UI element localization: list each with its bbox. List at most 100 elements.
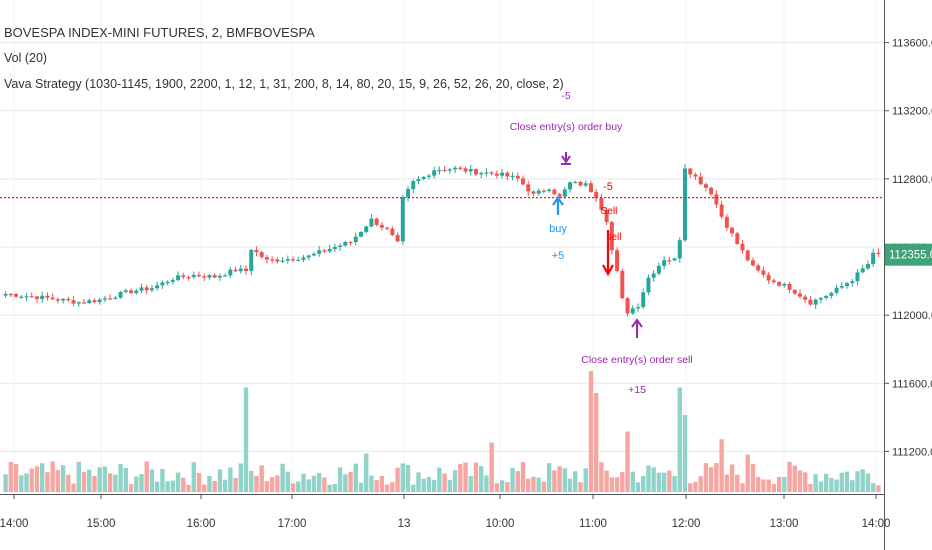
candle-body: [160, 282, 165, 286]
volume-bar: [107, 473, 113, 492]
buy-arrow: [552, 196, 564, 215]
candle-body: [139, 287, 144, 291]
candle-body: [296, 259, 301, 262]
trade-annotation: Sell: [601, 206, 618, 217]
candle-body: [291, 259, 296, 261]
volume-bar: [280, 463, 285, 492]
candle-body: [118, 292, 123, 298]
candle-body: [667, 260, 672, 262]
volume-bar: [243, 387, 249, 492]
volume-bar: [708, 467, 714, 492]
candle-body: [40, 295, 45, 300]
candle-body: [813, 299, 818, 305]
volume-bar: [337, 467, 343, 492]
volume-bar: [688, 483, 693, 492]
candle-body: [860, 268, 865, 273]
volume-bar: [641, 475, 646, 492]
candle-body: [76, 302, 81, 304]
candle-body: [254, 249, 259, 253]
volume-bar: [154, 481, 160, 492]
volume-bar: [275, 475, 280, 492]
volume-bar: [384, 484, 390, 492]
candle-body: [202, 276, 207, 278]
volume-bar: [431, 479, 437, 492]
candle-body: [604, 209, 609, 223]
candle-body: [238, 268, 243, 272]
volume-bar: [81, 471, 87, 492]
candle-body: [447, 169, 452, 171]
volume-bar: [259, 465, 264, 492]
volume-bar: [306, 479, 311, 492]
candle-body: [92, 300, 97, 303]
volume-bar: [870, 483, 876, 492]
time-tick-label: 15:00: [87, 518, 116, 530]
volume-bar: [144, 461, 149, 492]
volume-bar: [682, 415, 688, 492]
candle-body: [338, 245, 343, 248]
time-tick-label: 13: [398, 518, 411, 530]
trade-annotation: -5: [561, 90, 570, 102]
candle-body: [374, 218, 379, 225]
volume-bar: [369, 475, 374, 492]
candle-body: [865, 264, 870, 269]
candle-series: [3, 164, 881, 317]
volume-bar: [87, 469, 92, 492]
candle-body: [343, 241, 348, 246]
volume-bar: [212, 480, 217, 492]
volume-bar: [426, 477, 432, 492]
candle-body: [677, 240, 682, 259]
candle-body: [521, 178, 525, 185]
volume-bar: [844, 471, 850, 492]
volume-bar: [233, 478, 238, 492]
volume-bar: [672, 476, 677, 492]
volume-bar: [573, 471, 578, 492]
volume-bar: [175, 472, 181, 492]
volume-bar: [578, 482, 583, 492]
volume-bar: [693, 481, 698, 492]
volume-bar: [604, 470, 609, 492]
candle-body: [395, 235, 400, 242]
volume-bar: [494, 483, 500, 492]
candle-body: [244, 268, 249, 271]
candle-body: [196, 274, 201, 277]
volume-bar: [160, 469, 165, 492]
volume-bar: [667, 470, 672, 492]
candle-body: [672, 258, 677, 261]
volume-bar: [165, 481, 170, 492]
volume-bar: [452, 470, 458, 492]
candle-body: [824, 295, 829, 298]
volume-bar: [776, 476, 782, 492]
candle-body: [829, 292, 834, 296]
candle-body: [609, 222, 614, 251]
volume-bar: [515, 471, 520, 492]
volume-bar: [698, 476, 703, 492]
volume-bar: [479, 465, 484, 492]
volume-bar: [510, 467, 515, 492]
candle-body: [249, 249, 254, 271]
time-tick-label: 11:00: [579, 518, 607, 530]
candle-body: [426, 175, 431, 177]
candle-body: [798, 293, 802, 297]
volume-bar: [92, 475, 97, 492]
volume-bar: [66, 474, 71, 492]
trade-annotation: +5: [552, 250, 565, 262]
volume-bar: [332, 483, 338, 492]
volume-bar: [416, 472, 421, 492]
candle-body: [557, 194, 562, 197]
volume-bar: [202, 484, 207, 492]
candle-body: [599, 198, 604, 210]
time-tick-label: 17:00: [278, 518, 307, 530]
candle-body: [630, 308, 635, 314]
candle-body: [102, 298, 107, 300]
volume-bar: [818, 481, 824, 492]
volume-bar: [625, 431, 630, 492]
candle-body: [233, 269, 238, 272]
volume-bar: [400, 463, 405, 492]
candle-body: [353, 236, 358, 243]
candle-body: [656, 265, 661, 274]
candle-body: [3, 293, 8, 296]
candle-body: [803, 296, 808, 300]
chart-title: BOVESPA INDEX-MINI FUTURES, 2, BMFBOVESP…: [4, 25, 315, 40]
